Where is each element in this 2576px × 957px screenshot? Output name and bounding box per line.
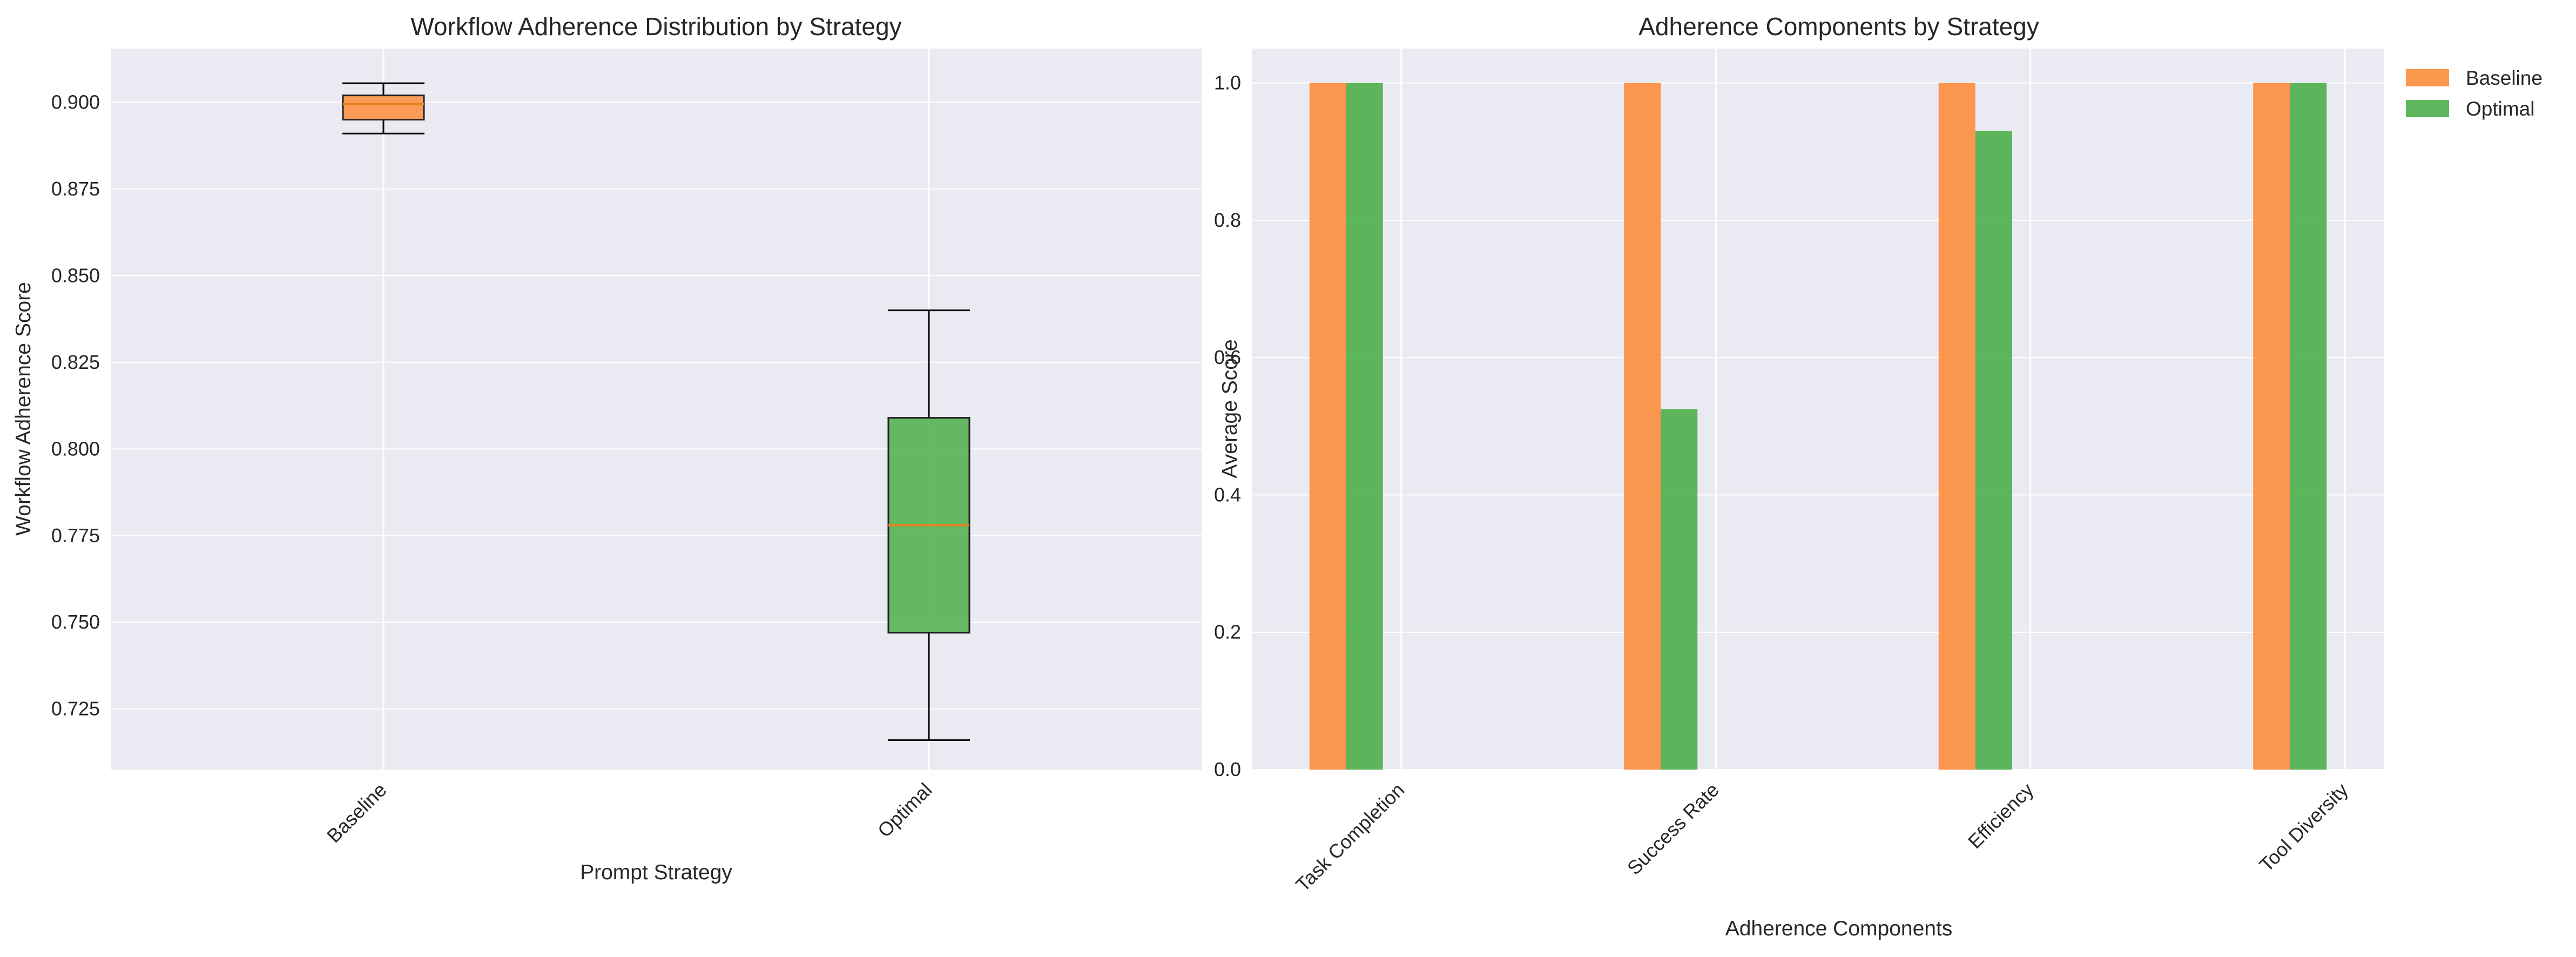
x-tick-labels: Task Completion Success Rate Efficiency Too…	[1291, 779, 2352, 896]
series-baseline	[1309, 83, 2290, 770]
y-tick-label: 0.800	[51, 437, 100, 460]
grid-lines	[1252, 49, 2384, 770]
y-tick-label: 0.8	[1214, 209, 1241, 231]
y-axis-label: Workflow Adherence Score	[12, 282, 35, 536]
chart-title: Workflow Adherence Distribution by Strat…	[410, 12, 901, 41]
x-tick-label: Efficiency	[1964, 779, 2038, 853]
y-tick-label: 0.850	[51, 264, 100, 286]
y-tick-labels: 0.725 0.750 0.775 0.800 0.825 0.850 0.875 0.900	[51, 91, 100, 719]
legend: Baseline Optimal	[2406, 67, 2543, 120]
bar-baseline-task-completion	[1309, 83, 1346, 770]
plot-area	[111, 49, 1202, 770]
y-tick-label: 0.875	[51, 178, 100, 200]
y-tick-label: 0.0	[1214, 758, 1241, 780]
legend-swatch-optimal	[2406, 100, 2449, 117]
grouped-bar-chart: 0.0 0.2 0.4 0.6 0.8 1.0 Task Completion Succes…	[1214, 12, 2543, 940]
chart-title: Adherence Components by Strategy	[1638, 12, 2039, 41]
y-tick-labels: 0.0 0.2 0.4 0.6 0.8 1.0	[1214, 72, 1241, 780]
box-baseline	[342, 82, 425, 134]
y-tick-label: 0.6	[1214, 346, 1241, 368]
y-tick-label: 1.0	[1214, 72, 1241, 94]
bar-baseline-efficiency	[1938, 83, 1975, 770]
x-tick-label: Success Rate	[1623, 779, 1723, 879]
y-tick-label: 0.750	[51, 611, 100, 633]
box-body	[342, 95, 425, 121]
x-axis-label: Prompt Strategy	[580, 861, 732, 884]
y-tick-label: 0.725	[51, 698, 100, 720]
x-tick-labels: Baseline Optimal	[322, 779, 936, 847]
bar-optimal-success-rate	[1661, 409, 1698, 770]
y-tick-label: 0.900	[51, 91, 100, 113]
y-tick-label: 0.2	[1214, 621, 1241, 643]
bar-baseline-success-rate	[1624, 83, 1661, 770]
y-tick-label: 0.825	[51, 351, 100, 373]
bar-optimal-efficiency	[1975, 131, 2012, 770]
x-tick-label: Baseline	[322, 779, 391, 847]
x-axis-label: Adherence Components	[1725, 917, 1953, 940]
x-tick-label: Task Completion	[1291, 779, 1408, 896]
y-axis-label: Average Score	[1218, 339, 1242, 478]
x-tick-label: Tool Diversity	[2255, 779, 2352, 876]
bar-optimal-tool-diversity	[2290, 83, 2327, 770]
box-plot-chart: 0.725 0.750 0.775 0.800 0.825 0.850 0.875 0.900…	[12, 12, 1202, 884]
y-tick-label: 0.775	[51, 524, 100, 547]
series-optimal	[1346, 83, 2327, 770]
box-optimal	[887, 309, 970, 741]
y-tick-label: 0.4	[1214, 483, 1241, 506]
box-series	[342, 82, 970, 741]
plot-area	[1252, 49, 2384, 770]
bar-optimal-task-completion	[1346, 83, 1383, 770]
bar-baseline-tool-diversity	[2253, 83, 2290, 770]
legend-label-baseline: Baseline	[2466, 67, 2543, 89]
bar-series	[1309, 83, 2327, 770]
legend-swatch-baseline	[2406, 69, 2449, 86]
x-tick-label: Optimal	[873, 779, 936, 842]
legend-label-optimal: Optimal	[2466, 98, 2534, 120]
